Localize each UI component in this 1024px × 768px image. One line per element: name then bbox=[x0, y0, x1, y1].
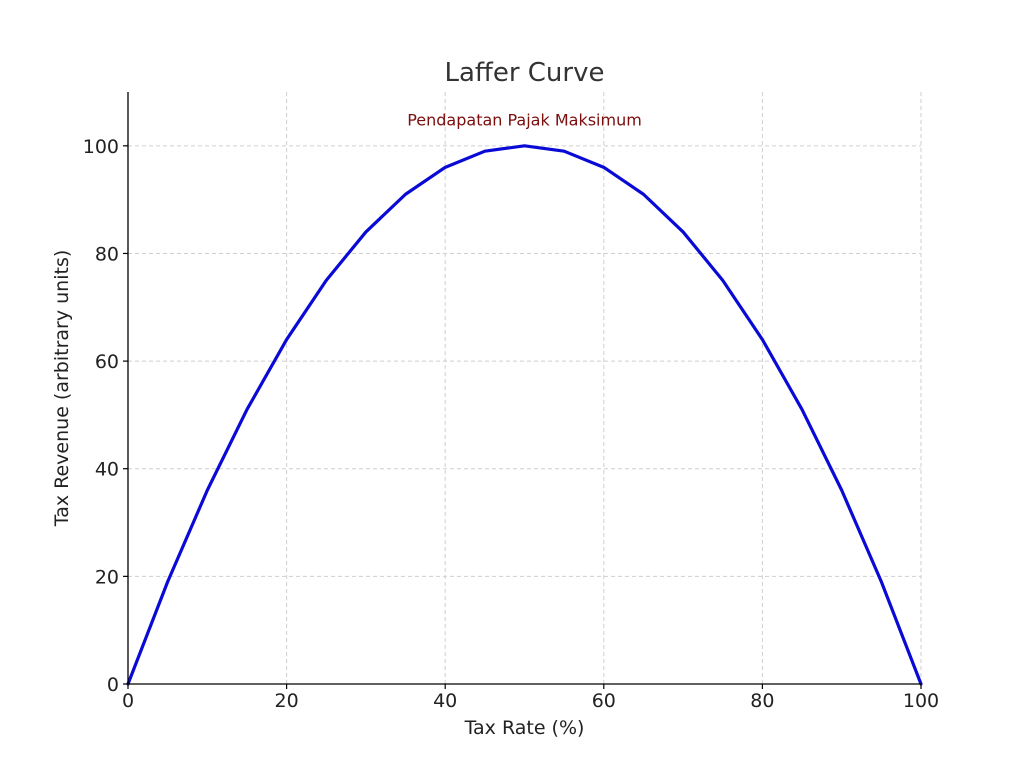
x-tick-label: 20 bbox=[275, 690, 299, 712]
annotations: Pendapatan Pajak Maksimum bbox=[407, 110, 642, 129]
x-tick-label: 0 bbox=[122, 690, 134, 712]
y-tick-label: 80 bbox=[95, 243, 119, 265]
x-axis-title: Tax Rate (%) bbox=[464, 717, 585, 739]
chart-title: Laffer Curve bbox=[445, 58, 605, 88]
max-revenue-annotation: Pendapatan Pajak Maksimum bbox=[407, 110, 642, 129]
series-layer bbox=[126, 144, 923, 686]
y-tick-label: 100 bbox=[83, 136, 119, 158]
y-axis-title: Tax Revenue (arbitrary units) bbox=[51, 250, 73, 528]
x-ticks: 0 20 40 60 80 100 bbox=[122, 684, 939, 712]
y-tick-label: 0 bbox=[107, 674, 119, 696]
x-tick-label: 80 bbox=[750, 690, 774, 712]
x-tick-label: 40 bbox=[433, 690, 457, 712]
y-tick-label: 20 bbox=[95, 566, 119, 588]
axes bbox=[127, 92, 921, 685]
laffer-curve-line bbox=[126, 144, 923, 686]
y-tick-label: 60 bbox=[95, 351, 119, 373]
x-tick-label: 60 bbox=[592, 690, 616, 712]
y-ticks: 0 20 40 60 80 100 bbox=[83, 136, 128, 696]
x-tick-label: 100 bbox=[903, 690, 939, 712]
y-tick-label: 40 bbox=[95, 459, 119, 481]
